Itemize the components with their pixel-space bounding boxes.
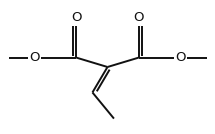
Text: O: O — [175, 51, 186, 64]
Text: O: O — [29, 51, 40, 64]
Text: O: O — [71, 11, 81, 24]
Text: O: O — [134, 11, 144, 24]
